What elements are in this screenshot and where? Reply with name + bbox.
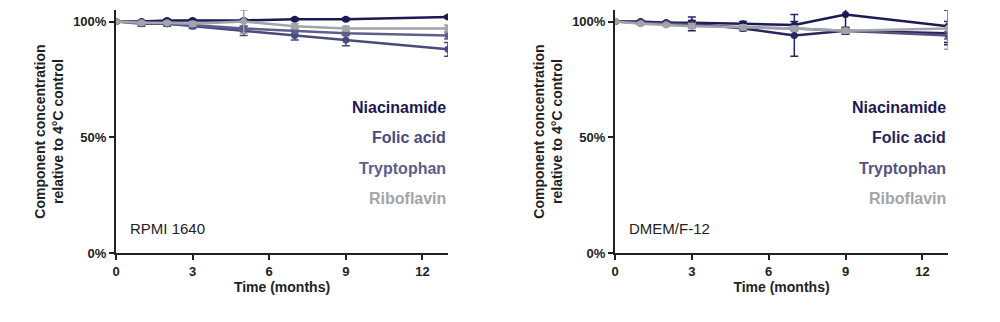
svg-text:9: 9 [842,264,849,279]
svg-text:0: 0 [611,264,618,279]
svg-text:Time (months): Time (months) [733,279,829,295]
svg-text:Time (months): Time (months) [234,279,330,295]
svg-text:Tryptophan: Tryptophan [859,160,946,177]
svg-text:Niacinamide: Niacinamide [852,99,946,116]
svg-text:50%: 50% [80,130,106,145]
svg-text:12: 12 [415,264,429,279]
svg-text:Riboflavin: Riboflavin [869,190,946,207]
svg-text:RPMI 1640: RPMI 1640 [130,220,205,237]
svg-text:6: 6 [266,264,273,279]
svg-text:Component concentrationrelativ: Component concentrationrelative to 4°C c… [531,44,565,218]
svg-text:Riboflavin: Riboflavin [369,190,446,207]
svg-text:0%: 0% [587,246,606,261]
svg-text:Folic acid: Folic acid [872,129,946,146]
svg-text:DMEM/F-12: DMEM/F-12 [629,220,710,237]
svg-text:Tryptophan: Tryptophan [359,160,446,177]
svg-text:100%: 100% [73,14,107,29]
svg-text:Component concentrationrelativ: Component concentrationrelative to 4°C c… [32,44,66,218]
svg-text:3: 3 [189,264,196,279]
svg-text:Folic acid: Folic acid [372,129,446,146]
svg-text:12: 12 [915,264,929,279]
svg-text:50%: 50% [579,130,605,145]
svg-text:3: 3 [688,264,695,279]
svg-text:0: 0 [112,264,119,279]
svg-text:6: 6 [765,264,772,279]
svg-text:9: 9 [342,264,349,279]
svg-text:Niacinamide: Niacinamide [352,99,446,116]
svg-text:100%: 100% [572,14,606,29]
svg-text:0%: 0% [88,246,107,261]
